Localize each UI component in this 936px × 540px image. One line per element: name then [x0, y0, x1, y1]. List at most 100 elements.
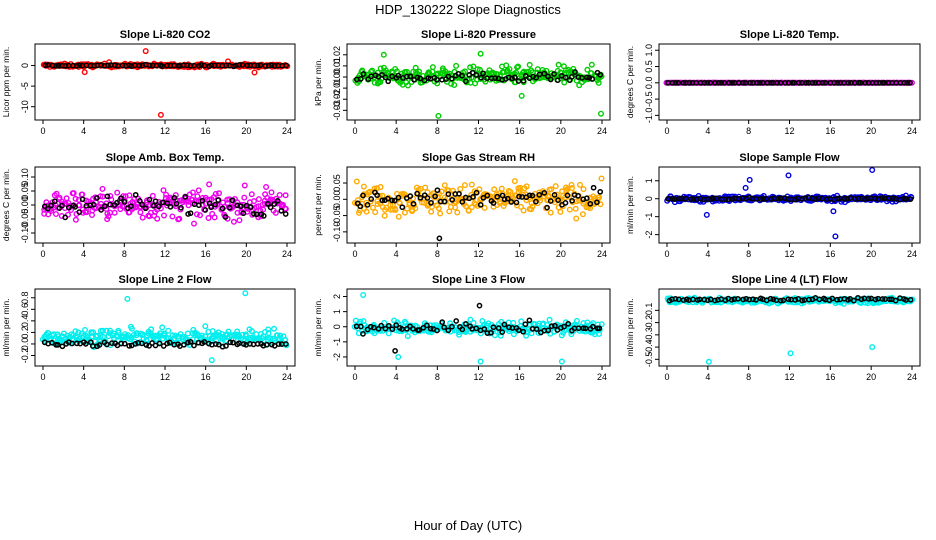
data-point [690, 196, 697, 202]
data-point [480, 194, 487, 201]
data-point [907, 296, 914, 303]
x-tick-label: 12 [784, 372, 794, 382]
x-tick-label: 8 [435, 126, 440, 136]
data-points [41, 181, 289, 227]
data-point [111, 209, 118, 216]
y-axis-label: ml/min per min. [1, 298, 11, 356]
data-point [886, 296, 893, 303]
x-tick-label: 4 [705, 249, 710, 259]
data-point [477, 201, 484, 208]
data-point [265, 62, 272, 69]
data-point [715, 79, 722, 86]
outlier-point [477, 50, 484, 57]
data-point [682, 195, 689, 202]
data-point [515, 63, 522, 70]
data-point [495, 325, 502, 331]
data-point [169, 213, 176, 220]
data-point [407, 73, 414, 80]
data-point [481, 326, 488, 332]
data-point [485, 320, 492, 327]
panel-title: Slope Li-820 Temp. [740, 29, 839, 41]
data-points [663, 79, 915, 86]
data-point [212, 201, 219, 208]
panel-3: Slope Li-820 Temp. degrees C per min. 0 4 8 1… [625, 29, 921, 136]
data-point [704, 297, 711, 304]
y-tick-label: -0.2 [644, 315, 654, 331]
data-point [561, 323, 567, 330]
data-point [139, 62, 146, 69]
data-point [105, 62, 111, 69]
data-point [468, 204, 475, 211]
data-point [675, 79, 682, 86]
y-tick-label: 0.00 [20, 196, 30, 214]
data-point [511, 178, 518, 185]
y-tick-label: -0.01 [332, 78, 342, 99]
data-point [405, 82, 412, 89]
x-tick-label: 4 [81, 126, 86, 136]
data-point [114, 199, 120, 206]
data-point [598, 321, 605, 328]
data-point [377, 78, 384, 85]
data-point [506, 66, 513, 73]
x-tick-label: 20 [241, 372, 251, 382]
x-tick-label: 12 [473, 372, 483, 382]
data-point [391, 197, 398, 204]
data-point [395, 72, 402, 79]
data-point [385, 322, 392, 329]
data-point [240, 210, 247, 217]
data-point [189, 189, 196, 196]
data-point [107, 201, 113, 208]
data-point [743, 295, 749, 302]
data-point [247, 204, 254, 210]
data-point [265, 326, 272, 333]
outlier-point [705, 358, 712, 365]
data-point [176, 215, 183, 222]
data-point [146, 342, 152, 349]
outlier-point [380, 51, 387, 58]
data-point [441, 182, 448, 189]
data-point [803, 79, 810, 86]
data-point [194, 193, 201, 200]
data-point [212, 190, 219, 197]
data-point [579, 75, 585, 81]
data-point [142, 205, 149, 212]
x-tick-label: 8 [122, 372, 127, 382]
y-tick-label: 0.01 [332, 57, 342, 75]
data-point [109, 340, 115, 346]
data-point [879, 296, 886, 302]
data-point [511, 74, 518, 81]
data-point [439, 319, 446, 325]
data-point [226, 204, 233, 211]
data-point [435, 205, 442, 212]
data-point [595, 79, 602, 86]
data-point [544, 204, 550, 211]
data-point [551, 71, 557, 77]
data-point [264, 200, 271, 207]
data-point [494, 193, 501, 200]
data-point [452, 204, 459, 211]
data-point [548, 186, 555, 193]
data-point [582, 325, 589, 332]
data-point [263, 183, 270, 190]
data-point [282, 192, 289, 199]
y-tick-label: 0 [20, 63, 30, 68]
data-point [536, 192, 543, 198]
data-point [904, 79, 911, 86]
data-point [106, 327, 113, 334]
data-point [369, 204, 376, 211]
data-point [774, 79, 781, 86]
data-point [705, 196, 711, 203]
data-point [437, 210, 444, 217]
y-tick-label: -0.03 [332, 100, 342, 121]
x-tick-label: 0 [352, 249, 357, 259]
data-point [473, 189, 480, 196]
panel-title: Slope Li-820 CO2 [120, 29, 210, 41]
data-point [763, 195, 769, 202]
data-point [901, 79, 908, 86]
data-point [434, 80, 441, 87]
data-point [760, 195, 767, 202]
data-point [456, 331, 463, 338]
data-point [146, 196, 153, 203]
data-point [115, 329, 122, 336]
panel-title: Slope Line 4 (LT) Flow [732, 274, 848, 286]
